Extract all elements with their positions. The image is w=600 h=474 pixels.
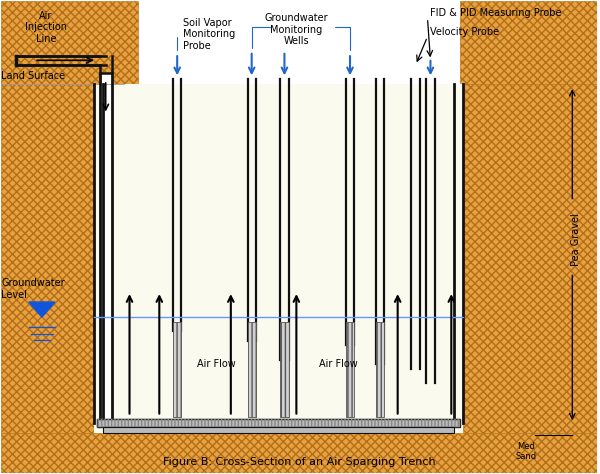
Text: FID & PID Measuring Probe: FID & PID Measuring Probe bbox=[430, 8, 562, 18]
Bar bbox=[1, 1, 139, 84]
Bar bbox=[376, 322, 384, 417]
Polygon shape bbox=[29, 302, 55, 317]
Bar bbox=[280, 322, 289, 417]
Text: Air Flow: Air Flow bbox=[319, 359, 358, 369]
Text: Groundwater
Monitoring
Wells: Groundwater Monitoring Wells bbox=[265, 13, 328, 46]
Bar bbox=[97, 419, 460, 428]
Bar bbox=[94, 84, 463, 433]
Bar bbox=[248, 322, 256, 417]
Text: Air
Injection
Line: Air Injection Line bbox=[25, 11, 67, 44]
Bar bbox=[100, 74, 112, 419]
Text: Pea Gravel: Pea Gravel bbox=[571, 213, 581, 266]
Text: Figure B: Cross-Section of an Air Sparging Trench: Figure B: Cross-Section of an Air Spargi… bbox=[163, 457, 436, 467]
Bar bbox=[1, 84, 94, 433]
Bar bbox=[346, 322, 354, 417]
Bar bbox=[1, 433, 598, 473]
Bar bbox=[173, 322, 181, 417]
Text: Med
Sand: Med Sand bbox=[515, 442, 536, 461]
Text: Land Surface: Land Surface bbox=[1, 72, 65, 82]
Bar bbox=[460, 1, 598, 84]
Text: Air Flow: Air Flow bbox=[197, 359, 235, 369]
Text: Soil Vapor
Monitoring
Probe: Soil Vapor Monitoring Probe bbox=[183, 18, 235, 51]
Text: Velocity Probe: Velocity Probe bbox=[430, 27, 500, 37]
Text: Groundwater
Level: Groundwater Level bbox=[1, 278, 65, 300]
Bar bbox=[463, 84, 598, 433]
Bar bbox=[103, 428, 454, 433]
Bar bbox=[97, 419, 460, 428]
